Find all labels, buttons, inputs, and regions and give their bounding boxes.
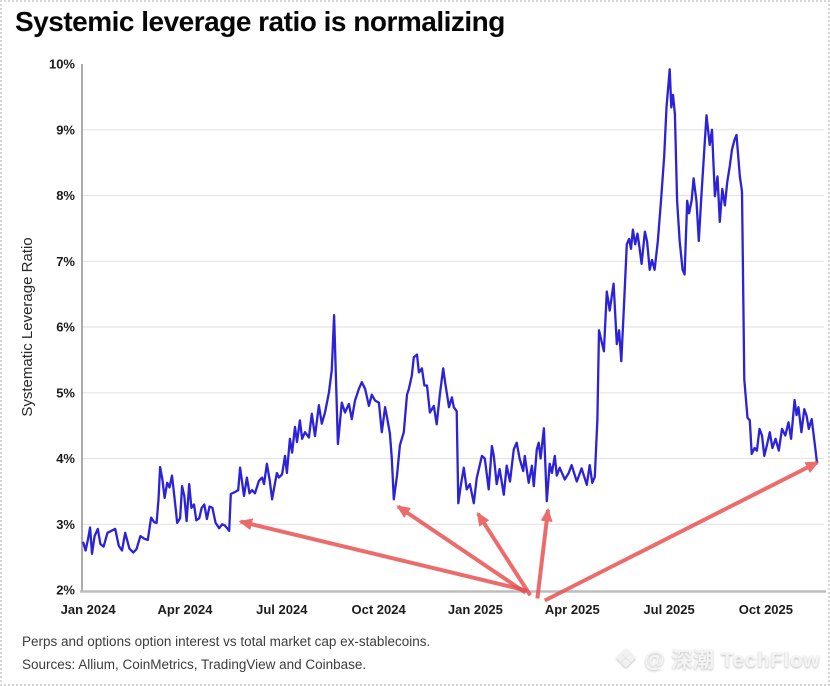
x-tick-label: Oct 2025 [739, 602, 793, 617]
y-tick-label: 3% [56, 517, 75, 532]
x-tick-label: Apr 2024 [158, 602, 214, 617]
y-tick-label: 2% [56, 583, 75, 598]
chart-sources: Sources: Allium, CoinMetrics, TradingVie… [22, 657, 367, 672]
x-tick-label: Jul 2024 [256, 602, 308, 617]
x-tick-label: Jan 2024 [61, 602, 117, 617]
x-tick-label: Apr 2025 [545, 602, 600, 617]
watermark-text: @ 深潮 TechFlow [644, 649, 820, 672]
chart-caption: Perps and options option interest vs tot… [22, 634, 431, 649]
leverage-line [82, 68, 819, 555]
y-tick-label: 8% [56, 188, 75, 203]
annotation-arrow [238, 518, 528, 593]
annotation-arrow [396, 504, 527, 595]
annotation-arrow [543, 460, 820, 603]
chart-title: Systemic leverage ratio is normalizing [15, 6, 505, 37]
annotation-arrow [535, 507, 553, 599]
y-tick-label: 4% [56, 451, 75, 466]
watermark: ❖ @ 深潮 TechFlow [615, 644, 820, 674]
x-tick-label: Jan 2025 [448, 602, 503, 617]
y-tick-label: 6% [56, 320, 75, 335]
y-tick-label: 5% [56, 385, 75, 400]
y-tick-label: 9% [56, 122, 75, 137]
x-tick-label: Oct 2024 [351, 602, 406, 617]
chart-footer: Perps and options option interest vs tot… [22, 630, 430, 676]
x-tick-label: Jul 2025 [643, 602, 694, 617]
annotation-arrow [476, 512, 532, 597]
y-tick-label: 10% [49, 57, 75, 72]
techflow-logo-icon: ❖ [614, 644, 638, 673]
y-axis-title: Systematic Leverage Ratio [19, 237, 36, 416]
y-tick-label: 7% [56, 254, 75, 269]
